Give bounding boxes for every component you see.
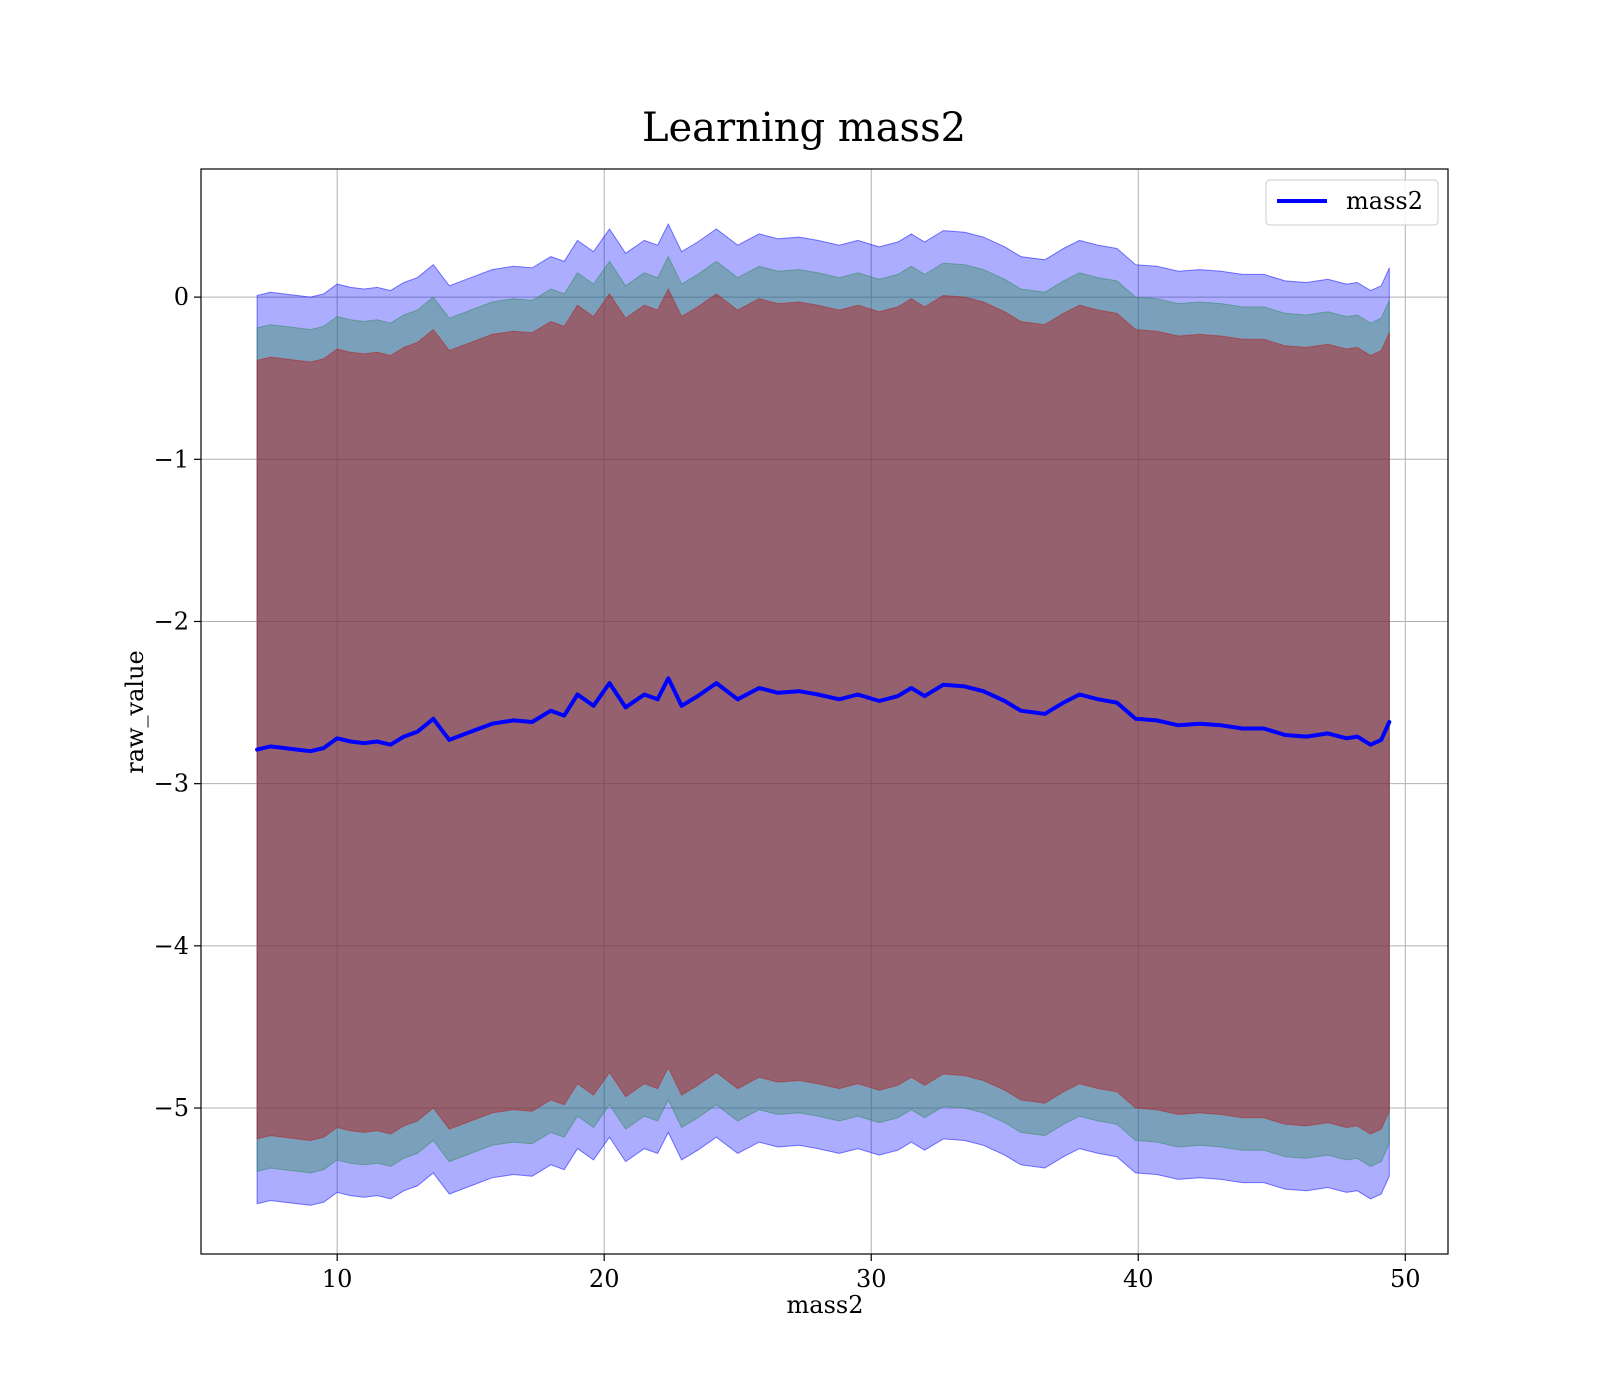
y-axis-ticks: 0 −1 −2 −3 −4 −5 — [154, 283, 201, 1122]
x-axis-label: mass2 — [787, 1291, 864, 1319]
x-tick-label: 30 — [856, 1265, 887, 1293]
chart-title: Learning mass2 — [642, 105, 966, 151]
y-tick-label: −1 — [154, 445, 189, 473]
plot-area-frame — [200, 168, 1449, 1255]
legend: mass2 — [1265, 179, 1439, 226]
y-tick-label: −2 — [154, 607, 189, 635]
legend-label-mass2: mass2 — [1346, 187, 1423, 215]
confidence-band-3 — [256, 287, 1390, 1142]
x-tick-label: 10 — [322, 1265, 353, 1293]
y-tick-label: −3 — [154, 770, 189, 798]
uncertainty-bands — [256, 222, 1390, 1206]
x-tick-label: 50 — [1390, 1265, 1421, 1293]
y-tick-label: −4 — [154, 932, 189, 960]
y-tick-label: 0 — [174, 283, 189, 311]
series-line-mass2 — [255, 676, 1392, 754]
series-lines — [255, 676, 1392, 754]
y-axis-label: raw_value — [121, 650, 149, 774]
legend-box — [1265, 179, 1439, 226]
x-tick-label: 20 — [589, 1265, 620, 1293]
y-tick-label: −5 — [154, 1094, 189, 1122]
x-axis-ticks: 10 20 30 40 50 — [322, 1254, 1421, 1293]
x-tick-label: 40 — [1123, 1265, 1154, 1293]
